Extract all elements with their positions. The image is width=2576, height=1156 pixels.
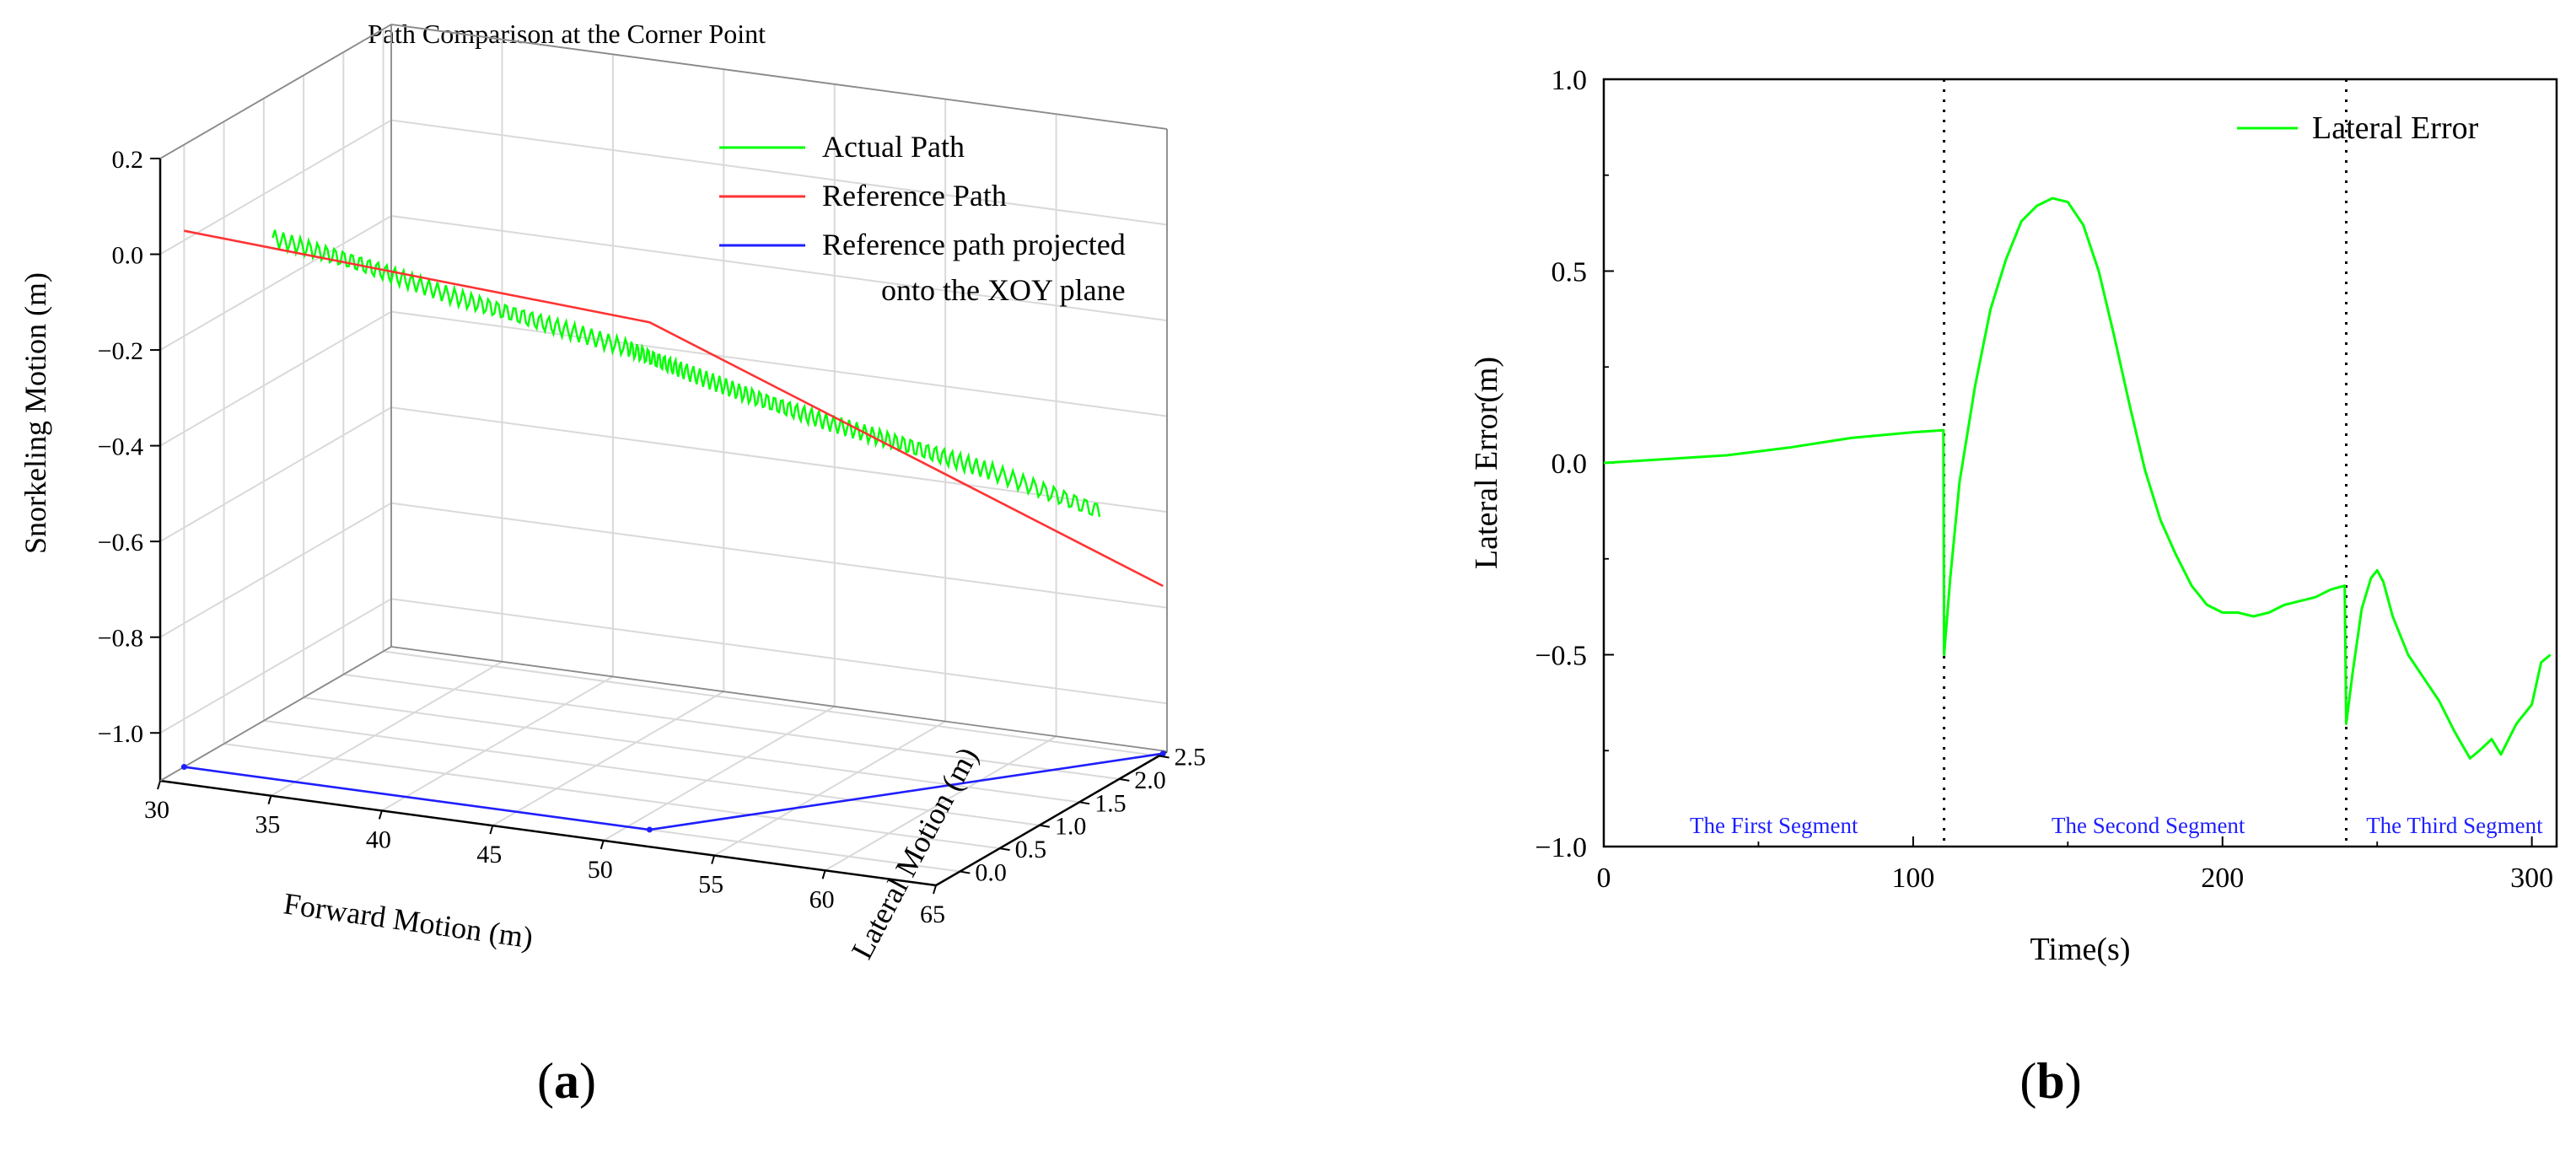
a-ytick-1 <box>999 847 1010 852</box>
b-xtick-label-3: 300 <box>2510 863 2553 894</box>
chart-b-ylabel: Lateral Error(m) <box>1469 357 1504 569</box>
chart-a-series <box>180 229 1166 833</box>
a-ytick-0 <box>960 870 971 874</box>
legend-label-actual: Actual Path <box>822 130 965 164</box>
a-xtick-0 <box>157 780 161 790</box>
panel-label-b: (b) <box>2019 1053 2081 1109</box>
box-edge-7 <box>159 646 392 782</box>
grid-z-6 <box>159 598 1168 734</box>
a-ytick-label-2: 1.0 <box>1055 813 1087 841</box>
box-edge-4 <box>390 24 1168 130</box>
panel-label-a-letter: a <box>554 1053 579 1109</box>
b-xtick-label-0: 0 <box>1597 863 1611 894</box>
panel-label-b-close: ) <box>2065 1053 2082 1109</box>
legend-label-reference: Reference Path <box>822 179 1007 212</box>
b-ytick-label-4: 1.0 <box>1552 65 1588 96</box>
panel-a-3d-chart: Path Comparison at the Corner Point 30 35… <box>19 19 1206 965</box>
a-xtick-label-0: 30 <box>144 796 169 824</box>
b-segment-label-1: The Second Segment <box>2052 813 2245 838</box>
box-edge-8 <box>390 646 1168 752</box>
b-series-0 <box>1603 196 2552 760</box>
grid-z-5 <box>159 502 1168 638</box>
a-ytick-2 <box>1039 824 1050 828</box>
panel-label-a: (a) <box>537 1053 596 1109</box>
a-ztick-label-0: 0.2 <box>112 146 144 174</box>
a-projection-vertex-0 <box>180 764 187 771</box>
b-segment-label-0: The First Segment <box>1690 813 1858 838</box>
a-xtick-1 <box>267 795 272 805</box>
a-ytick-5 <box>1159 755 1170 759</box>
a-xtick-7 <box>933 884 937 895</box>
a-ytick-label-5: 2.5 <box>1175 743 1207 771</box>
a-xtick-label-1: 35 <box>255 811 280 839</box>
b-ytick-label-2: 0.0 <box>1552 449 1588 480</box>
chart-a-title: Path Comparison at the Corner Point <box>368 19 766 49</box>
a-ytick-label-3: 1.5 <box>1094 789 1127 817</box>
a-xtick-2 <box>378 810 383 820</box>
a-ztick-label-6: −1.0 <box>98 720 143 748</box>
box-edge-3 <box>159 24 392 159</box>
grid-y-4 <box>342 51 1120 780</box>
b-ytick-label-3: 0.5 <box>1552 257 1588 288</box>
chart-b-ticks: 0 100 200 300 −1.0 −0.5 0.0 0.5 1.0 <box>1535 65 2553 894</box>
legend-label-projection: Reference path projected <box>822 228 1126 261</box>
chart-a-ylabel: Lateral Motion (m) <box>845 742 985 965</box>
panel-label-a-close: ) <box>579 1053 596 1109</box>
chart-a-grid <box>159 23 1168 886</box>
a-xtick-label-4: 50 <box>588 856 613 884</box>
a-ytick-label-4: 2.0 <box>1134 766 1166 794</box>
chart-b-legend: Lateral Error <box>2237 110 2479 146</box>
grid-y-5 <box>382 29 1159 757</box>
b-ytick-label-0: −1.0 <box>1535 832 1587 863</box>
chart-a-box <box>159 24 1168 887</box>
panel-label-b-open: ( <box>2019 1053 2036 1109</box>
legend-label-lateral-error: Lateral Error <box>2312 110 2479 146</box>
a-xtick-5 <box>711 855 716 864</box>
a-xtick-3 <box>489 825 494 835</box>
a-xtick-label-2: 40 <box>366 825 391 853</box>
chart-a-xlabel: Forward Motion (m) <box>282 886 535 954</box>
chart-b-segment-dividers <box>1943 79 2348 847</box>
grid-z-4 <box>159 406 1168 543</box>
a-xtick-label-3: 45 <box>476 841 502 868</box>
chart-b-segment-labels: The First Segment The Second Segment The T… <box>1690 813 2543 838</box>
svg-text:(b): (b) <box>2019 1053 2081 1109</box>
b-xtick-label-2: 200 <box>2201 863 2244 894</box>
b-xtick-label-1: 100 <box>1891 863 1934 894</box>
panel-label-b-letter: b <box>2036 1053 2064 1109</box>
chart-a-zlabel: Snorkeling Motion (m) <box>19 272 52 554</box>
grid-z-3 <box>159 310 1168 447</box>
a-ytick-4 <box>1119 777 1130 782</box>
panel-label-a-open: ( <box>537 1053 554 1109</box>
a-xtick-label-7: 65 <box>920 901 945 928</box>
a-xtick-4 <box>600 840 605 850</box>
a-ztick-label-5: −0.8 <box>98 625 143 653</box>
b-segment-label-2: The Third Segment <box>2366 813 2543 838</box>
a-xtick-label-5: 55 <box>698 871 723 899</box>
a-projection-vertex-1 <box>646 826 653 833</box>
panel-b-line-chart: 0 100 200 300 −1.0 −0.5 0.0 0.5 1.0 The First Se… <box>1469 65 2558 967</box>
chart-b-plot-frame <box>1602 78 2558 848</box>
a-ytick-label-1: 0.5 <box>1015 836 1047 863</box>
a-ztick-label-4: −0.6 <box>98 529 143 556</box>
box-edge-1 <box>935 750 1168 887</box>
box-edge-0 <box>159 779 937 887</box>
chart-b-series <box>1603 196 2552 760</box>
b-ytick-label-1: −0.5 <box>1535 641 1587 672</box>
a-ytick-label-0: 0.0 <box>975 859 1007 887</box>
a-ztick-label-2: −0.2 <box>98 337 143 365</box>
a-ztick-label-1: 0.0 <box>112 242 144 270</box>
a-xtick-6 <box>821 869 826 879</box>
svg-text:(a): (a) <box>537 1053 596 1109</box>
chart-a-ticks: 30 35 40 45 50 55 60 65 0.0 0.5 1.01.52.0 2.5 0.2 0.0… <box>98 146 1206 928</box>
chart-a-legend: Actual Path Reference Path Reference pat… <box>719 130 1126 307</box>
chart-b-xlabel: Time(s) <box>2030 932 2131 967</box>
a-series-1 <box>184 229 1164 588</box>
a-xtick-label-6: 60 <box>809 885 835 913</box>
a-ytick-3 <box>1078 801 1090 805</box>
a-ztick-label-3: −0.4 <box>98 433 143 461</box>
legend-label-projection-line2: onto the XOY plane <box>881 273 1126 307</box>
a-projection-vertex-2 <box>1159 750 1166 757</box>
